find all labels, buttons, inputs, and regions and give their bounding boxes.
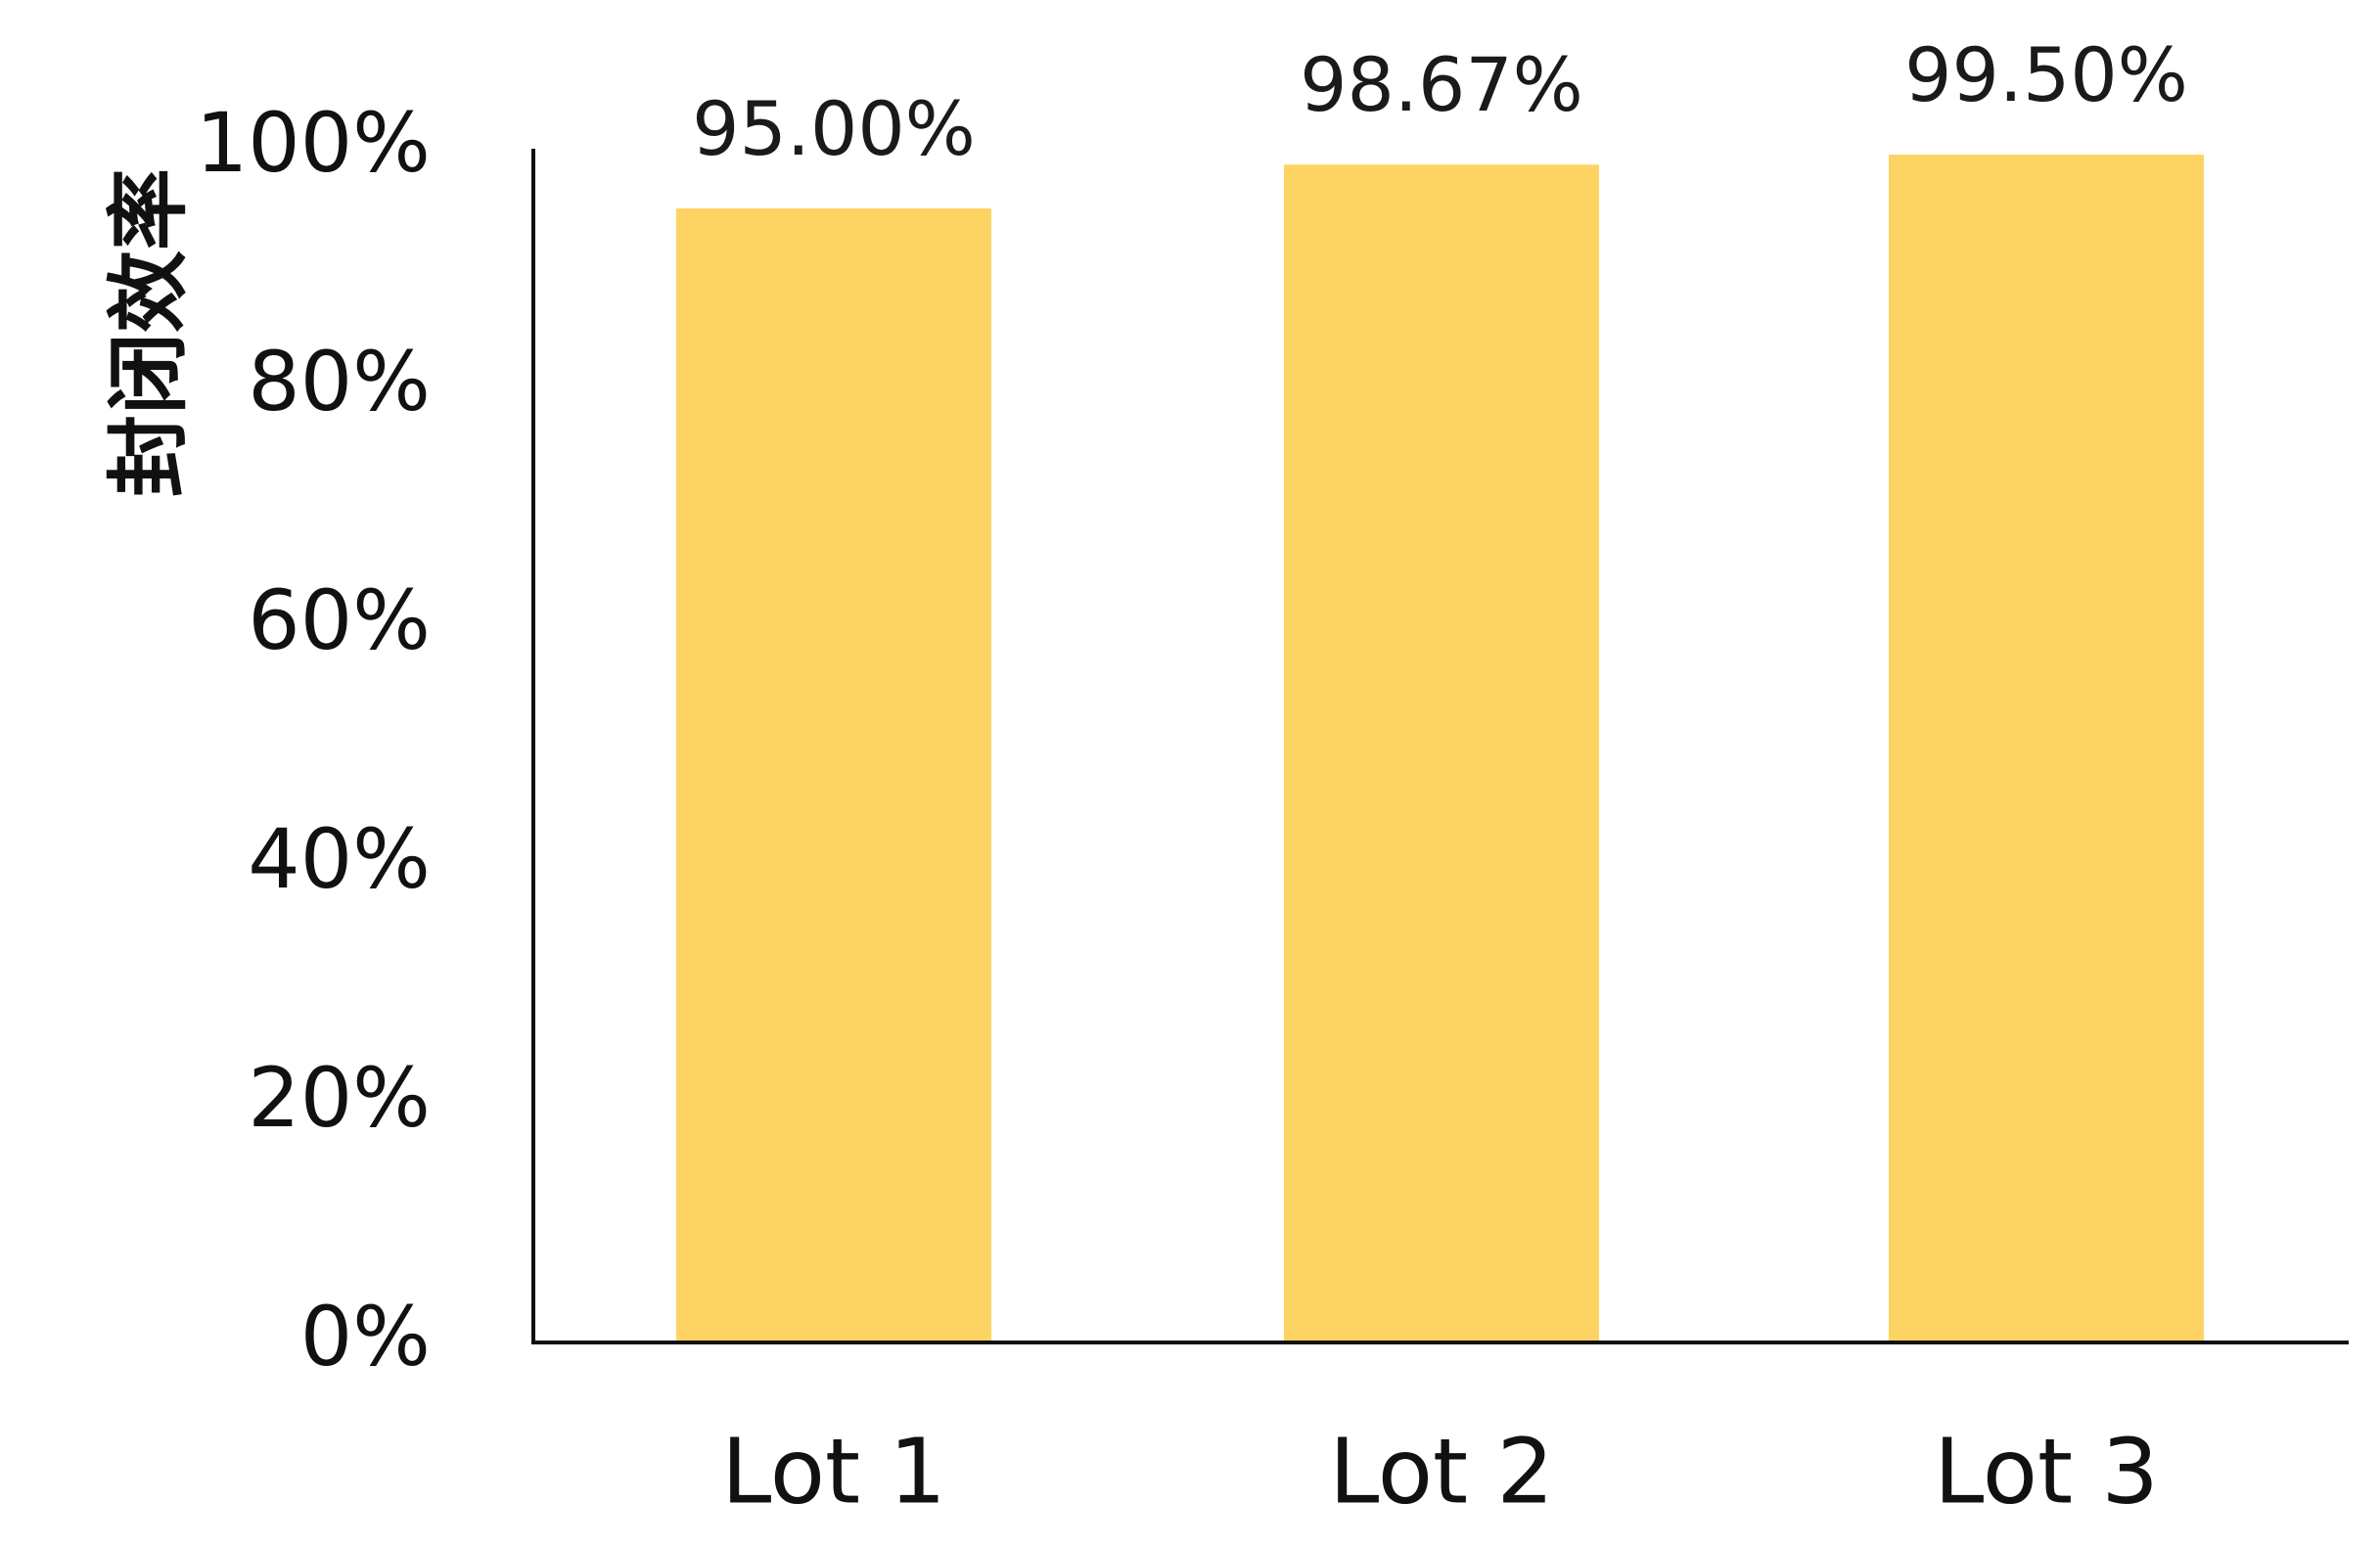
x-tick-label-1: Lot 1 <box>721 1419 946 1523</box>
x-tick-label-2: Lot 2 <box>1329 1419 1554 1523</box>
y-tick-label: 60% <box>248 572 431 668</box>
y-tick-label: 100% <box>196 95 431 191</box>
bar-2 <box>1284 164 1599 1343</box>
data-label-2: 98.67% <box>1300 41 1583 128</box>
bars <box>676 155 2204 1343</box>
y-tick-label: 20% <box>248 1050 431 1146</box>
x-tick-label-3: Lot 3 <box>1934 1419 2159 1523</box>
bar-1 <box>676 208 991 1342</box>
data-label-3: 99.50% <box>1904 31 2188 118</box>
y-tick-label: 40% <box>248 811 431 907</box>
y-tick-label: 80% <box>248 334 431 430</box>
x-tick-labels: Lot 1 Lot 2 Lot 3 <box>721 1419 2159 1523</box>
bar-3 <box>1889 155 2204 1343</box>
y-tick-labels: 0% 20% 40% 60% 80% 100% <box>196 95 431 1385</box>
data-label-1: 95.00% <box>692 85 976 172</box>
data-labels: 95.00% 98.67% 99.50% <box>692 31 2188 172</box>
y-tick-label: 0% <box>300 1289 431 1385</box>
y-axis-label: 封闭效率 <box>101 168 197 497</box>
